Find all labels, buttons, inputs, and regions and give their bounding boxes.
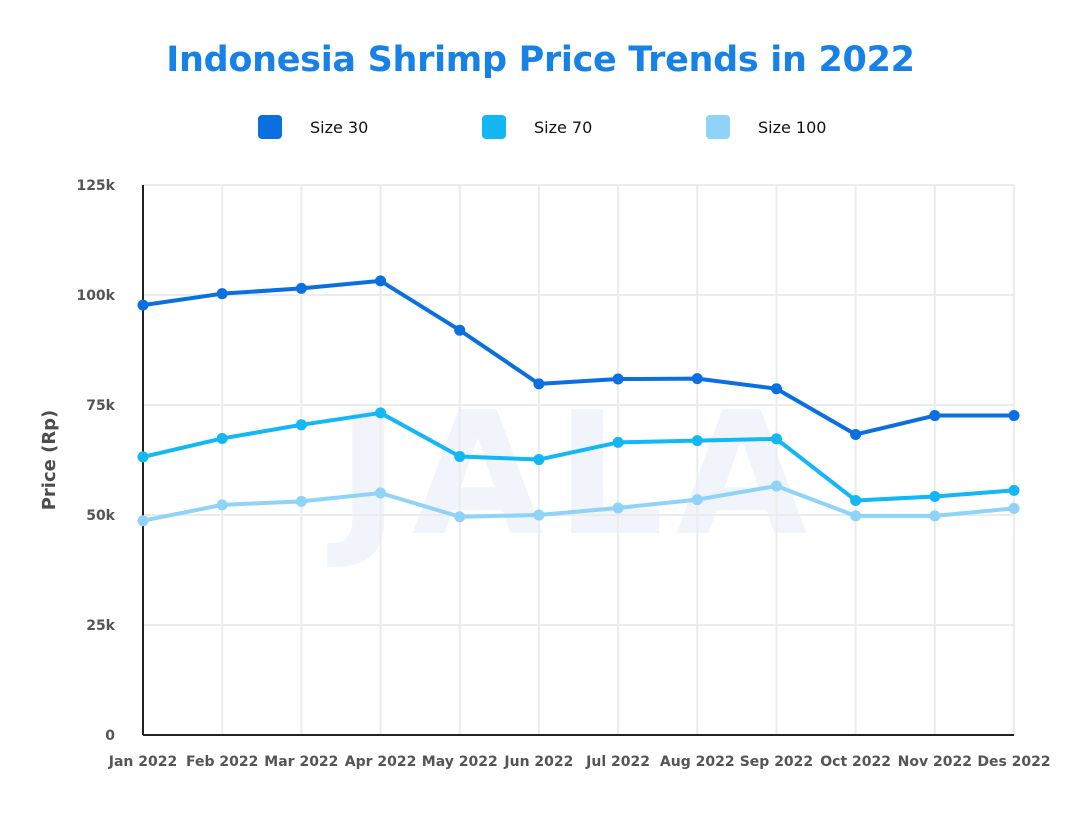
- series-line: [141, 483, 1016, 523]
- x-tick-label: Nov 2022: [898, 754, 972, 770]
- data-point[interactable]: [454, 450, 466, 462]
- data-point[interactable]: [375, 487, 387, 499]
- series-size-30: [137, 275, 1020, 440]
- series-size-100: [137, 480, 1020, 527]
- data-point[interactable]: [216, 432, 228, 444]
- data-point[interactable]: [375, 407, 387, 419]
- data-point[interactable]: [216, 499, 228, 511]
- data-point[interactable]: [295, 419, 307, 431]
- x-tick-label: Jun 2022: [503, 754, 573, 770]
- data-point[interactable]: [691, 435, 703, 447]
- x-tick-labels: Jan 2022 Feb 2022 Mar 2022 Apr 2022 May 2022…: [108, 754, 1051, 770]
- legend-label-size-100: Size 100: [758, 117, 827, 137]
- data-point[interactable]: [137, 515, 149, 527]
- data-point[interactable]: [216, 288, 228, 300]
- y-tick-label: 25k: [86, 618, 115, 634]
- x-tick-label: Des 2022: [977, 754, 1050, 770]
- y-tick-label: 0: [105, 728, 115, 744]
- legend-swatch-size-70: [482, 115, 506, 139]
- data-point[interactable]: [612, 373, 624, 385]
- legend-swatch-size-100: [706, 115, 730, 139]
- y-tick-label: 125k: [76, 178, 115, 194]
- data-point[interactable]: [1008, 502, 1020, 514]
- data-point[interactable]: [1008, 410, 1020, 422]
- legend-label-size-30: Size 30: [310, 117, 369, 137]
- data-point[interactable]: [770, 480, 782, 492]
- y-tick-labels: 0 25k 50k 75k 100k 125k: [76, 178, 115, 744]
- legend-item-size-70: Size 70: [482, 113, 592, 141]
- x-tick-label: Aug 2022: [660, 754, 735, 770]
- data-point[interactable]: [850, 510, 862, 522]
- x-tick-label: May 2022: [422, 754, 498, 770]
- data-point[interactable]: [137, 451, 149, 463]
- y-tick-label: 75k: [86, 398, 115, 414]
- data-point[interactable]: [137, 299, 149, 311]
- series-layer: [137, 275, 1020, 527]
- x-tick-label: Feb 2022: [186, 754, 258, 770]
- legend-item-size-100: Size 100: [706, 113, 826, 141]
- data-point[interactable]: [375, 275, 387, 287]
- data-point[interactable]: [295, 282, 307, 294]
- data-point[interactable]: [295, 495, 307, 507]
- data-point[interactable]: [454, 324, 466, 336]
- data-point[interactable]: [533, 509, 545, 521]
- series-line: [141, 410, 1016, 503]
- legend-item-size-30: Size 30: [258, 113, 368, 141]
- data-point[interactable]: [454, 511, 466, 523]
- series-size-70: [137, 407, 1020, 506]
- data-point[interactable]: [691, 373, 703, 385]
- x-tick-label: Mar 2022: [264, 754, 338, 770]
- watermark-logo: JALA: [327, 376, 820, 574]
- legend-swatch-size-30: [258, 115, 282, 139]
- data-point[interactable]: [770, 433, 782, 445]
- data-point[interactable]: [533, 454, 545, 466]
- data-point[interactable]: [770, 383, 782, 395]
- legend-label-size-70: Size 70: [534, 117, 593, 137]
- chart-title: Indonesia Shrimp Price Trends in 2022: [166, 40, 915, 80]
- y-tick-label: 50k: [86, 508, 115, 524]
- x-tick-label: Jan 2022: [108, 754, 177, 770]
- x-tick-label: Jul 2022: [585, 754, 650, 770]
- data-point[interactable]: [929, 510, 941, 522]
- data-point[interactable]: [929, 410, 941, 422]
- x-tick-label: Apr 2022: [345, 754, 417, 770]
- data-point[interactable]: [691, 494, 703, 506]
- data-point[interactable]: [929, 491, 941, 503]
- x-tick-label: Sep 2022: [740, 754, 813, 770]
- y-tick-label: 100k: [76, 288, 115, 304]
- x-tick-label: Oct 2022: [820, 754, 891, 770]
- data-point[interactable]: [533, 378, 545, 390]
- data-point[interactable]: [612, 436, 624, 448]
- data-point[interactable]: [1008, 484, 1020, 496]
- series-line: [141, 278, 1016, 437]
- y-axis-label: Price (Rp): [39, 410, 60, 511]
- data-point[interactable]: [612, 502, 624, 514]
- data-point[interactable]: [850, 428, 862, 440]
- data-point[interactable]: [850, 494, 862, 506]
